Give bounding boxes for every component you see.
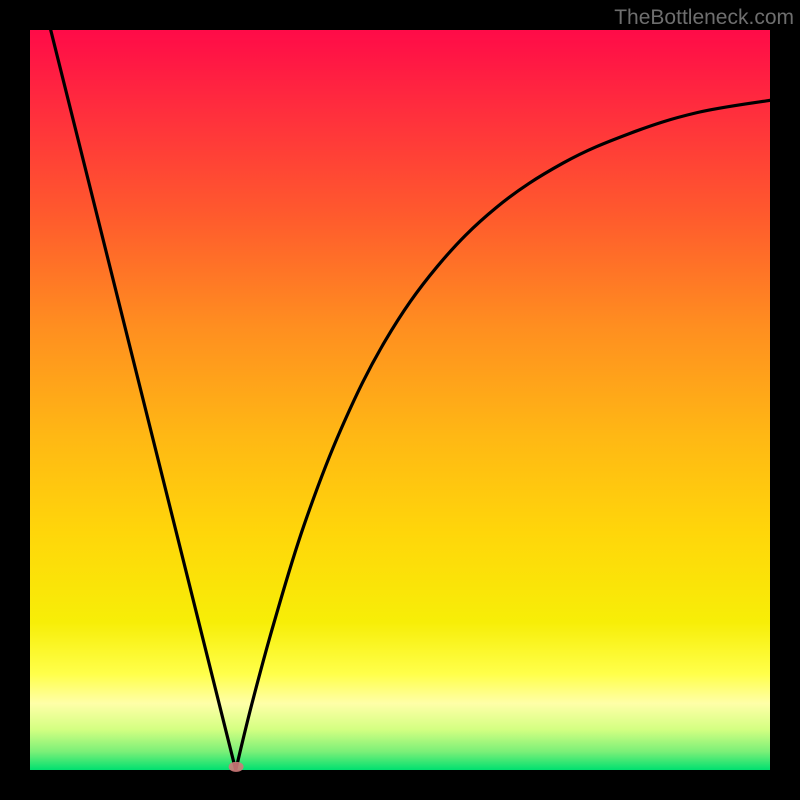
watermark-text: TheBottleneck.com [614, 6, 794, 30]
curve-layer [30, 30, 770, 770]
minimum-marker-dot [228, 762, 243, 772]
plot-area [30, 30, 770, 770]
bottleneck-curve [51, 30, 770, 770]
chart-stage: TheBottleneck.com [0, 0, 800, 800]
